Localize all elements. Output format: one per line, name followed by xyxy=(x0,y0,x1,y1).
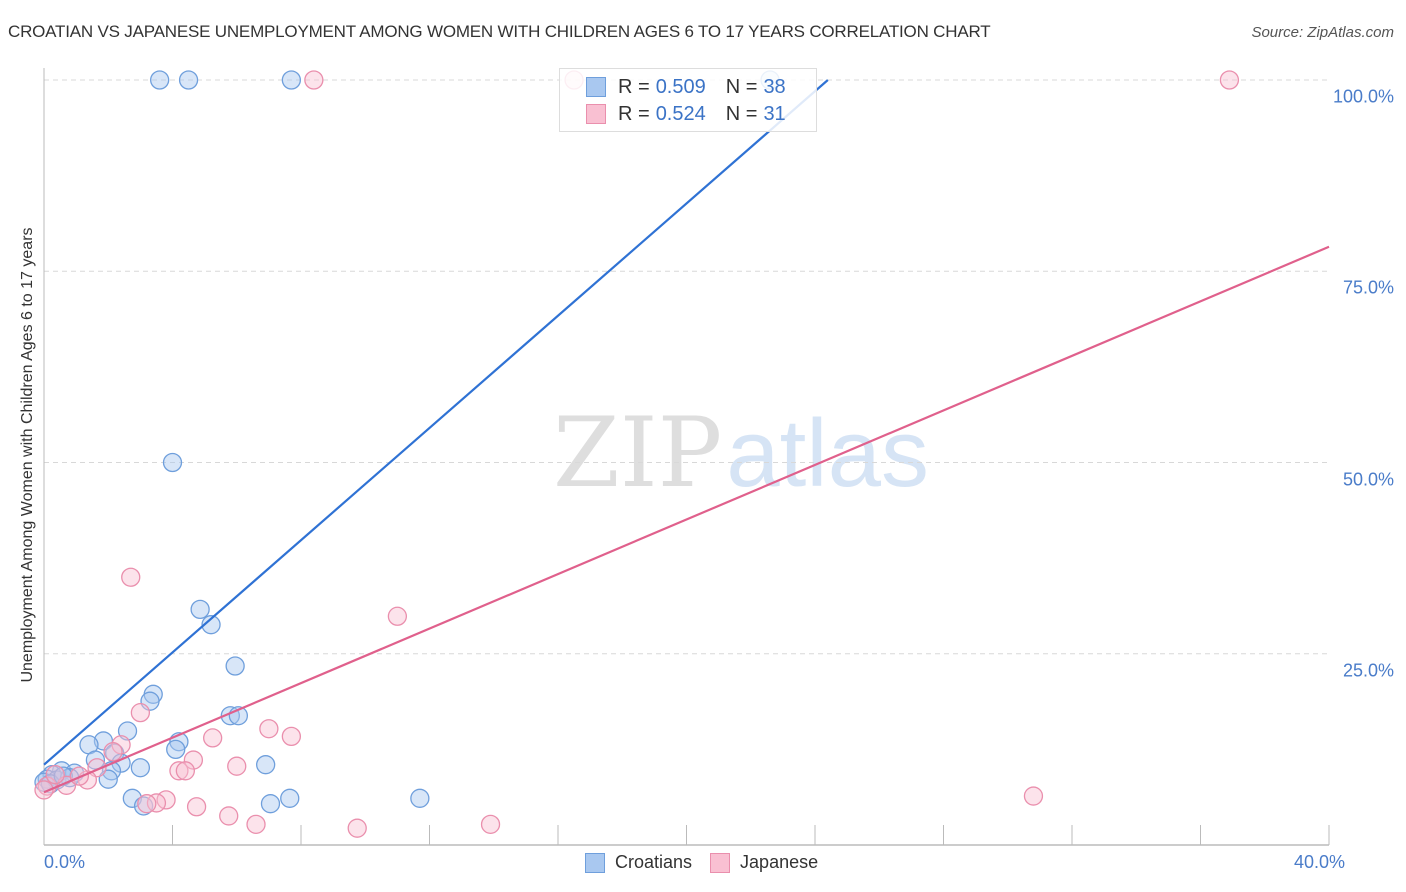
data-point[interactable] xyxy=(162,452,183,473)
legend-item-japanese[interactable]: Japanese xyxy=(710,852,818,873)
data-point[interactable] xyxy=(169,761,189,781)
n-value: 31 xyxy=(763,102,786,125)
data-point[interactable] xyxy=(246,814,266,834)
r-label: R = xyxy=(618,75,650,98)
data-point[interactable] xyxy=(122,788,142,808)
y-tick-label: 75.0% xyxy=(1342,277,1394,298)
y-tick-label: 50.0% xyxy=(1342,469,1394,489)
data-point[interactable] xyxy=(304,70,324,90)
data-point[interactable] xyxy=(410,788,430,808)
watermark: ZIPatlas xyxy=(553,405,929,502)
data-point[interactable] xyxy=(347,818,367,838)
legend-item-croatians[interactable]: Croatians xyxy=(585,852,692,873)
gridlines xyxy=(44,79,1329,655)
r-value: 0.509 xyxy=(655,75,706,98)
data-point[interactable] xyxy=(1219,70,1240,90)
data-point[interactable] xyxy=(201,615,221,635)
data-point[interactable] xyxy=(480,814,501,834)
data-point[interactable] xyxy=(175,761,196,781)
japanese-swatch xyxy=(586,104,606,124)
x-tick-label: 0.0% xyxy=(44,852,86,872)
data-point[interactable] xyxy=(178,70,199,90)
croatians-points xyxy=(34,70,780,816)
n-label: N = xyxy=(725,75,758,98)
data-point[interactable] xyxy=(190,599,210,620)
y-tick-label: 25.0% xyxy=(1342,660,1394,681)
data-point[interactable] xyxy=(149,70,170,90)
watermark-atlas: atlas xyxy=(726,400,929,507)
data-point[interactable] xyxy=(387,606,408,626)
x-tick-label: 40.0% xyxy=(1293,852,1345,872)
correlation-legend: R = 0.509 N = 38 R = 0.524 N = 31 xyxy=(559,68,817,132)
data-point[interactable] xyxy=(227,756,247,776)
legend-label: Japanese xyxy=(740,852,819,872)
japanese-swatch xyxy=(710,852,731,873)
data-point[interactable] xyxy=(146,793,167,813)
data-point[interactable] xyxy=(45,764,65,785)
data-point[interactable] xyxy=(219,806,239,826)
n-value: 38 xyxy=(763,75,786,98)
data-point[interactable] xyxy=(98,769,118,789)
data-point[interactable] xyxy=(259,719,279,739)
series-legend: Croatians Japanese xyxy=(585,852,836,873)
japanese-points xyxy=(34,70,1240,838)
axes xyxy=(43,68,1330,846)
data-point[interactable] xyxy=(183,750,204,770)
data-point[interactable] xyxy=(260,794,281,814)
data-point[interactable] xyxy=(203,728,223,748)
trendlines xyxy=(43,79,1330,794)
data-point[interactable] xyxy=(103,742,123,762)
data-point[interactable] xyxy=(121,567,141,587)
y-tick-label: 100.0% xyxy=(1332,86,1394,107)
r-value: 0.524 xyxy=(655,102,706,125)
data-point[interactable] xyxy=(256,755,276,775)
croatians-trendline xyxy=(43,79,829,766)
chart-title: CROATIAN VS JAPANESE UNEMPLOYMENT AMONG … xyxy=(8,22,991,41)
data-point[interactable] xyxy=(130,758,151,778)
source-label: Source: ZipAtlas.com xyxy=(1251,24,1394,41)
data-point[interactable] xyxy=(281,70,302,90)
croatians-swatch xyxy=(586,77,606,97)
y-axis-label: Unemployment Among Women with Children A… xyxy=(19,227,36,683)
legend-row-japanese: R = 0.524 N = 31 xyxy=(586,101,786,127)
data-point[interactable] xyxy=(281,726,302,747)
data-point[interactable] xyxy=(85,750,106,770)
japanese-trendline xyxy=(43,245,1330,794)
data-point[interactable] xyxy=(225,656,245,676)
data-point[interactable] xyxy=(130,703,151,723)
data-point[interactable] xyxy=(1023,786,1044,806)
r-label: R = xyxy=(618,102,650,125)
legend-row-croatians: R = 0.509 N = 38 xyxy=(586,74,786,100)
n-label: N = xyxy=(725,102,758,125)
legend-label: Croatians xyxy=(615,852,693,872)
data-point[interactable] xyxy=(34,780,54,800)
data-point[interactable] xyxy=(186,797,207,817)
data-point[interactable] xyxy=(280,788,300,808)
data-point[interactable] xyxy=(166,739,186,760)
data-point[interactable] xyxy=(111,735,131,755)
data-point[interactable] xyxy=(137,794,157,814)
watermark-zip: ZIP xyxy=(553,397,723,509)
croatians-swatch xyxy=(585,852,605,873)
